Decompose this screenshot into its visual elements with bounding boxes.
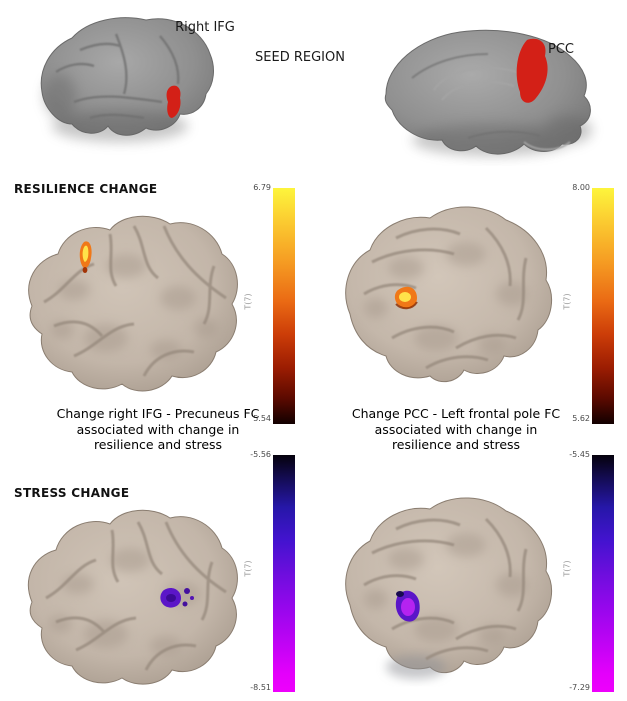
caption-pcc-frontal-pole: Change PCC - Left frontal pole FC associ… [330,406,582,453]
colorbar-resilience-left: 6.79 5.54 T(7) [238,183,296,433]
colorbar-unit-label: T(7) [562,560,572,577]
colorbar-gradient [273,188,295,424]
seed-activation-blob [516,38,548,103]
stress-change-heading: STRESS CHANGE [14,486,130,500]
caption-line: Change PCC - Left frontal pole FC [351,406,561,421]
colorbar-max-value: -5.45 [569,450,590,459]
sulci-lines [55,33,180,120]
temporal-shadow [386,655,446,679]
brain-stress-left [27,509,238,685]
colorbar-unit-label: T(7) [562,293,572,310]
activation-satellite [190,596,194,600]
brain-right-ifg-seed [40,17,214,142]
caption-line: resilience and stress [391,437,521,452]
activation-blob-cool-tip [396,591,404,597]
colorbar-min-value: 5.62 [572,414,590,423]
pcc-label: PCC [548,42,574,57]
sulci-lines [363,226,528,370]
caption-line: associated with change in [374,421,538,437]
brain-pcc-seed [384,29,592,156]
activation-blob-hot-core [82,245,89,262]
brain-resilience-right [345,206,553,383]
brain-silhouette [28,215,238,392]
colorbar-stress-right: -5.45 -7.29 T(7) [557,450,615,700]
colorbar-max-value: -5.56 [250,450,271,459]
activation-blob-hot-rim [395,301,418,310]
sulci-lines-dark [411,53,541,139]
brain-mottling [364,242,528,354]
brain-stress-right [345,497,553,679]
colorbar-unit-label: T(7) [243,560,253,577]
colorbar-gradient [273,455,295,692]
caption-line: Change right IFG - Precuneus FC [56,406,260,421]
resilience-change-heading: RESILIENCE CHANGE [14,182,158,196]
activation-blob-hot-core [399,292,411,302]
colorbar-max-value: 8.00 [572,183,590,192]
brain-mottling [364,533,528,645]
sulci-lines [43,225,227,377]
colorbar-gradient [592,188,614,424]
activation-blob-hot-rim [82,267,88,273]
colorbar-min-value: 5.54 [253,414,271,423]
sulci-lines [363,517,528,661]
right-ifg-label: Right IFG [175,20,235,35]
activation-satellite [182,601,188,607]
caption-line: associated with change in [76,421,240,437]
colorbar-min-value: -8.51 [250,683,271,692]
brain-shading [44,74,188,142]
activation-satellite [184,588,190,594]
colorbar-resilience-right: 8.00 5.62 T(7) [557,183,615,433]
colorbar-max-value: 6.79 [253,183,271,192]
caption-line: resilience and stress [93,437,223,452]
caption-ifg-precuneus: Change right IFG - Precuneus FC associat… [28,406,288,453]
brain-shading [412,116,592,156]
activation-blob-cool-core [166,594,176,602]
colorbar-stress-left: -5.56 -8.51 T(7) [238,450,296,700]
activation-blob-cool-core [401,598,415,616]
sulci-lines [45,521,227,671]
colorbar-gradient [592,455,614,692]
colorbar-min-value: -7.29 [569,683,590,692]
seed-activation-blob [166,85,181,118]
seed-region-label: SEED REGION [255,50,345,65]
colorbar-unit-label: T(7) [243,293,253,310]
brain-resilience-left [28,215,238,392]
